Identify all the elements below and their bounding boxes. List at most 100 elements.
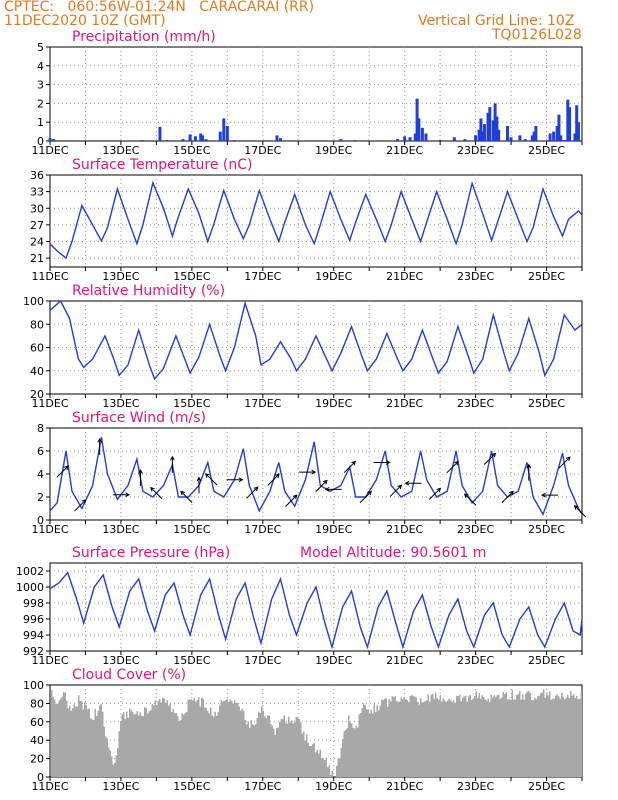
precip-bar — [204, 139, 208, 141]
cloud-column — [186, 711, 188, 777]
rh-xtick-label: 25DEC — [528, 397, 565, 410]
temp-ytick-label: 24 — [30, 236, 44, 249]
precip-bar — [566, 99, 570, 141]
cloud-column — [573, 693, 575, 777]
cloud-column — [516, 695, 518, 777]
cloud-column — [181, 713, 183, 777]
cloud-column — [157, 701, 159, 777]
cloud-column — [561, 692, 563, 777]
cloud-column — [285, 722, 287, 777]
cloud-column — [271, 725, 273, 777]
cloud-column — [504, 693, 506, 777]
precip-bar — [530, 135, 534, 141]
precip-bar — [463, 139, 467, 141]
cloud-column — [237, 702, 239, 777]
cloud-column — [459, 694, 461, 777]
cloud-column — [99, 705, 101, 777]
wind-arrow — [558, 456, 571, 469]
pres-ytick-label: 994 — [23, 629, 44, 642]
precip-bar — [518, 135, 522, 141]
cloud-column — [448, 698, 450, 777]
cloud-column — [493, 695, 495, 777]
precip-bar — [559, 135, 563, 141]
cloud-column — [81, 701, 83, 777]
cloud-column — [508, 698, 510, 777]
precip-bar — [488, 107, 492, 141]
cloud-column — [369, 713, 371, 777]
cloud-column — [240, 710, 242, 777]
cloud-column — [532, 700, 534, 777]
cloud-column — [316, 749, 318, 777]
pres-xtick-label: 13DEC — [102, 654, 139, 667]
cloud-column — [199, 706, 201, 777]
cloud-column — [219, 705, 221, 777]
cloud-column — [466, 701, 468, 777]
cloud-column — [352, 727, 354, 777]
wind-arrow-head — [541, 492, 546, 498]
cloud-column — [106, 738, 108, 777]
cloud-column — [447, 700, 449, 777]
precip-bar — [474, 135, 478, 141]
wind-arrow-head — [170, 455, 175, 461]
precip-bar — [232, 140, 236, 141]
cloud-column — [363, 703, 365, 777]
cloud-column — [406, 700, 408, 777]
precip-xtick-label: 25DEC — [528, 144, 565, 157]
cloud-column — [121, 714, 123, 777]
cloud-column — [84, 702, 86, 777]
cloud-column — [348, 715, 350, 777]
precip-bar — [568, 107, 572, 141]
cloud-ytick-label: 20 — [30, 753, 44, 766]
cloud-column — [387, 706, 389, 777]
cloud-column — [562, 696, 564, 777]
wind-arrow-head — [367, 490, 372, 496]
cloud-column — [528, 690, 530, 777]
cloud-column — [435, 692, 437, 777]
cloud-xtick-label: 21DEC — [386, 780, 423, 793]
cloud-column — [565, 697, 567, 777]
wind-ytick-label: 6 — [37, 445, 44, 458]
cloud-column — [193, 697, 195, 777]
cloud-column — [289, 722, 291, 777]
cloud-column — [262, 710, 264, 777]
cloud-ytick-label: 40 — [30, 734, 44, 747]
cloud-column — [478, 692, 480, 777]
cloud-column — [480, 698, 482, 777]
cloud-column — [136, 711, 138, 777]
cloud-column — [247, 721, 249, 777]
cloud-column — [487, 698, 489, 777]
wind-arrow-head — [97, 437, 103, 443]
precip-bar — [201, 135, 205, 141]
cloud-column — [126, 711, 128, 777]
cloud-column — [396, 701, 398, 777]
precip-bar — [193, 136, 197, 141]
cloud-column — [499, 698, 501, 777]
cloud-column — [103, 726, 105, 777]
cloud-column — [174, 713, 176, 777]
cloud-column — [477, 698, 479, 777]
cloud-column — [408, 702, 410, 777]
cloud-column — [75, 706, 77, 777]
pres-xtick-label: 11DEC — [31, 654, 68, 667]
cloud-column — [511, 689, 513, 777]
cloud-column — [256, 718, 258, 777]
precip-bar — [158, 126, 162, 141]
precip-bar — [181, 139, 185, 141]
wind-arrow-head — [150, 486, 155, 492]
rh-title: Relative Humidity (%) — [72, 283, 225, 299]
temp-ytick-label: 36 — [30, 169, 44, 182]
cloud-column — [273, 728, 275, 777]
wind-ytick-label: 0 — [37, 514, 44, 527]
cloud-column — [255, 724, 257, 777]
precip-ytick-label: 5 — [37, 41, 44, 54]
cloud-column — [373, 704, 375, 777]
precip-ytick-label: 1 — [37, 116, 44, 129]
cloud-column — [117, 748, 119, 777]
wind-arrow — [501, 491, 514, 503]
wind-ytick-label: 2 — [37, 491, 44, 504]
cloud-column — [124, 719, 126, 777]
wind-arrow-head — [125, 492, 130, 498]
cloud-column — [354, 728, 356, 777]
cloud-column — [580, 691, 582, 777]
cloud-column — [142, 716, 144, 777]
